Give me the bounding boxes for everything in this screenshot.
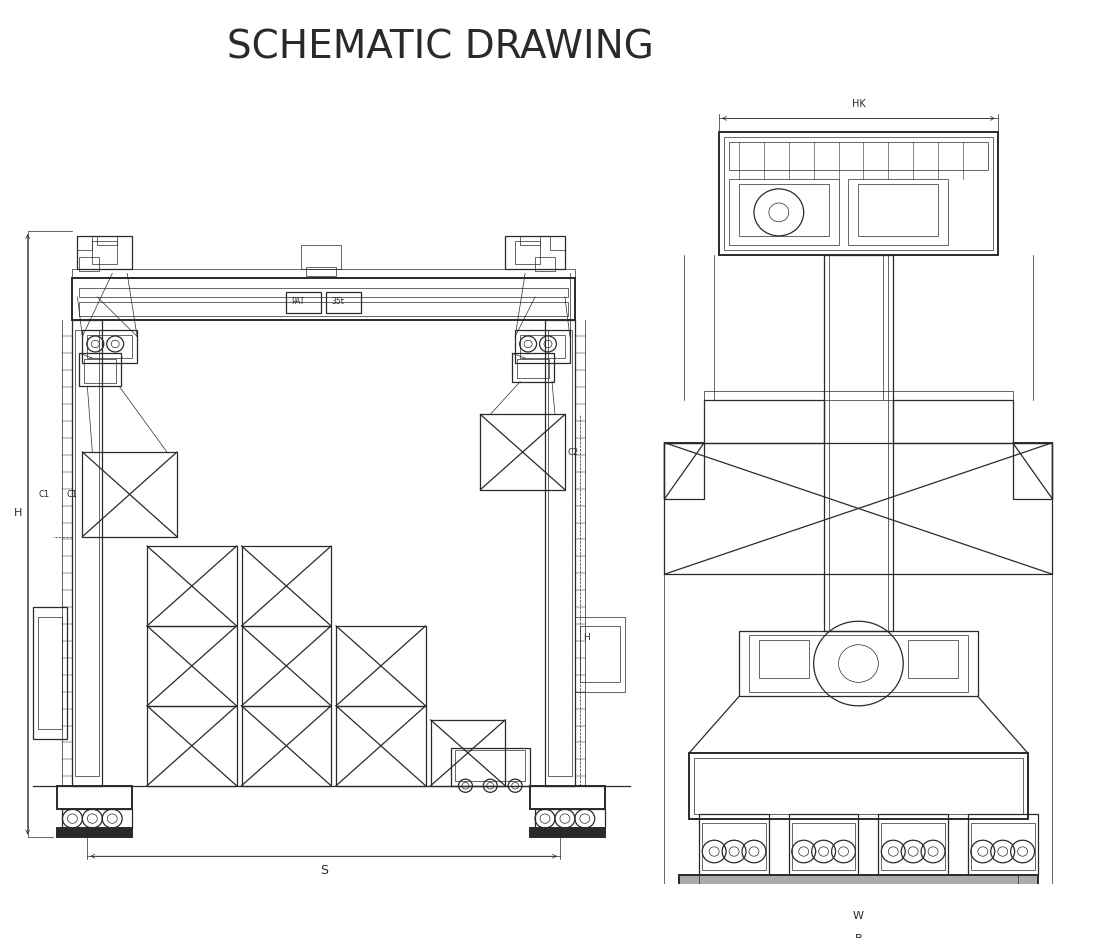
Bar: [306, 267, 337, 277]
Bar: [451, 749, 530, 786]
Bar: [729, 179, 838, 245]
Bar: [337, 705, 426, 786]
Bar: [79, 354, 121, 386]
Bar: [968, 814, 1037, 875]
Bar: [85, 359, 117, 383]
Bar: [73, 321, 102, 786]
Text: HK: HK: [851, 99, 866, 109]
Bar: [535, 257, 556, 271]
Bar: [515, 240, 540, 265]
Bar: [515, 330, 570, 363]
Bar: [535, 809, 605, 828]
Bar: [286, 293, 321, 313]
Text: H: H: [14, 508, 23, 518]
Bar: [517, 359, 549, 378]
Bar: [792, 824, 856, 870]
Bar: [909, 640, 958, 677]
Bar: [77, 235, 92, 250]
Bar: [79, 302, 568, 316]
Text: C1: C1: [66, 490, 77, 499]
Bar: [739, 630, 978, 696]
Bar: [57, 828, 132, 838]
Bar: [73, 269, 575, 279]
Bar: [63, 809, 132, 828]
Bar: [57, 786, 132, 809]
Bar: [92, 240, 118, 265]
Bar: [77, 235, 132, 269]
Bar: [530, 786, 605, 809]
Text: PAT: PAT: [292, 297, 305, 306]
Bar: [690, 753, 1027, 819]
Bar: [729, 142, 988, 170]
Bar: [881, 824, 945, 870]
Bar: [704, 401, 824, 443]
Bar: [680, 875, 1037, 889]
Bar: [1013, 443, 1053, 499]
Bar: [664, 443, 1053, 574]
Bar: [242, 546, 331, 626]
Bar: [147, 626, 236, 705]
Bar: [544, 321, 575, 786]
Bar: [759, 640, 808, 677]
Bar: [97, 235, 118, 245]
Bar: [73, 279, 575, 321]
Text: S: S: [320, 864, 328, 877]
Bar: [530, 828, 605, 838]
Bar: [76, 330, 99, 777]
Bar: [520, 235, 540, 245]
Bar: [550, 235, 565, 250]
Bar: [79, 257, 99, 271]
Bar: [719, 132, 998, 255]
Bar: [702, 824, 766, 870]
Bar: [79, 288, 568, 297]
Bar: [242, 705, 331, 786]
Bar: [893, 401, 1013, 443]
Bar: [82, 330, 138, 363]
Bar: [724, 137, 993, 250]
Bar: [147, 546, 236, 626]
Bar: [971, 824, 1034, 870]
Bar: [878, 814, 948, 875]
Bar: [520, 335, 565, 358]
Bar: [858, 184, 938, 235]
Bar: [87, 335, 132, 358]
Text: SCHEMATIC DRAWING: SCHEMATIC DRAWING: [227, 29, 654, 67]
Bar: [548, 330, 572, 777]
Bar: [664, 443, 704, 499]
Bar: [430, 720, 505, 786]
Bar: [739, 184, 828, 235]
Text: 35t: 35t: [331, 297, 344, 306]
Bar: [704, 391, 1013, 401]
Bar: [513, 354, 554, 382]
Bar: [700, 814, 769, 875]
Bar: [242, 626, 331, 705]
Bar: [481, 415, 565, 490]
Text: B: B: [855, 934, 862, 938]
Bar: [337, 626, 426, 705]
Bar: [575, 616, 625, 691]
Text: W: W: [852, 911, 864, 921]
Bar: [824, 255, 893, 630]
Bar: [147, 705, 236, 786]
Bar: [749, 635, 968, 691]
Text: C1: C1: [39, 490, 50, 499]
Bar: [580, 626, 619, 682]
Bar: [301, 245, 341, 269]
Bar: [37, 616, 63, 730]
Bar: [694, 758, 1023, 814]
Bar: [828, 255, 889, 630]
Text: H: H: [583, 633, 590, 643]
Bar: [455, 750, 525, 781]
Bar: [505, 235, 565, 269]
Text: C2: C2: [568, 447, 579, 457]
Bar: [326, 293, 361, 313]
Bar: [33, 607, 67, 739]
Bar: [82, 452, 177, 537]
Bar: [848, 179, 948, 245]
Bar: [789, 814, 858, 875]
